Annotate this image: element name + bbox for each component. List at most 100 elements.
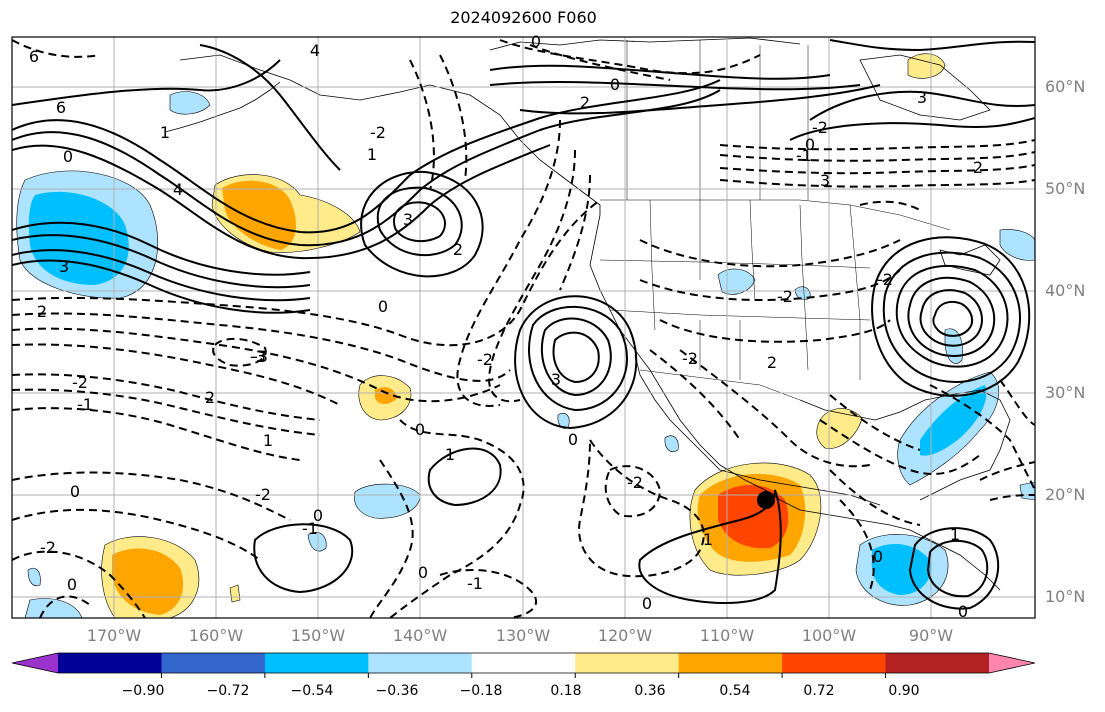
negative-contour <box>979 461 1035 481</box>
positive-contour <box>528 305 629 412</box>
positive-anomaly-region <box>907 53 946 79</box>
positive-contour <box>540 317 612 397</box>
colorbar <box>11 652 1036 678</box>
colorbar-bin <box>161 653 266 673</box>
contour-label: -2 <box>255 485 271 504</box>
negative-anomaly-region <box>999 229 1035 261</box>
contour-label: 1 <box>445 445 455 464</box>
negative-contour <box>719 151 1035 162</box>
contour-label: 2 <box>580 93 590 112</box>
colorbar-outline <box>11 652 1036 674</box>
contour-label: -2 <box>777 287 793 306</box>
contour-label: 3 <box>820 171 830 190</box>
positive-contour <box>789 117 1035 141</box>
contour-label: 0 <box>642 594 652 613</box>
negative-contour <box>12 199 601 347</box>
positive-contour <box>871 236 1031 397</box>
colorbar-bin <box>58 653 162 673</box>
positive-contour <box>926 539 989 598</box>
positive-contour <box>12 249 311 302</box>
negative-contour <box>389 419 525 618</box>
positive-contour <box>12 79 721 234</box>
contour-label: -2 <box>40 538 56 557</box>
positive-anomaly-region <box>222 180 296 250</box>
contour-label: 0 <box>415 420 425 439</box>
negative-contour <box>439 569 538 618</box>
positive-contour <box>638 489 782 604</box>
state-line <box>599 259 871 269</box>
positive-contour <box>519 84 881 115</box>
positive-anomaly-region <box>816 408 863 449</box>
negative-contour <box>12 550 146 618</box>
contour-label: 0 <box>378 297 388 316</box>
lon-label: 90°W <box>908 626 954 645</box>
negative-contour <box>499 39 761 75</box>
hudson-bay <box>859 54 991 121</box>
negative-contour <box>999 379 1035 426</box>
map-title: 2024092600 F060 <box>450 8 597 27</box>
negative-anomaly-region <box>28 191 129 285</box>
lon-label: 140°W <box>392 626 448 645</box>
negative-contour <box>212 337 267 367</box>
contour-label: -2 <box>72 373 88 392</box>
positive-contour <box>489 80 861 91</box>
state-line <box>649 199 656 331</box>
contour-label: -3 <box>250 347 266 366</box>
negative-contour <box>639 269 901 301</box>
colorbar-tick-label: −0.54 <box>290 683 334 699</box>
positive-contour <box>199 44 341 171</box>
contour-label: -2 <box>477 350 493 369</box>
colorbar-bin <box>678 653 783 673</box>
contour-label: 2 <box>205 388 215 407</box>
contour-label: -2 <box>682 349 698 368</box>
lat-label: 30°N <box>1045 383 1086 402</box>
negative-anomaly-region <box>307 531 327 552</box>
lon-label: 110°W <box>699 626 755 645</box>
contour-label: 0 <box>568 430 578 449</box>
negative-contour <box>12 508 261 561</box>
contour-label: -2 <box>812 118 828 137</box>
colorbar-bin <box>264 653 369 673</box>
positive-contour <box>932 300 974 337</box>
contour-label: 1 <box>703 530 713 549</box>
positive-contour <box>12 144 551 260</box>
contour-label: 0 <box>958 602 968 621</box>
negative-contour <box>12 327 501 403</box>
colorbar-tick-label: 0.90 <box>888 683 920 699</box>
negative-contour <box>12 343 341 406</box>
state-line <box>609 309 871 321</box>
contour-label: 4 <box>173 180 183 199</box>
contour-label: -1 <box>796 146 812 165</box>
positive-contour <box>12 59 281 106</box>
negative-contour <box>929 384 1035 491</box>
west-coast <box>589 214 1001 591</box>
colorbar-tick-label: −0.18 <box>459 683 503 699</box>
positive-anomaly-region <box>229 584 241 603</box>
lat-label: 10°N <box>1045 587 1086 606</box>
colorbar-tick-label: −0.72 <box>206 683 250 699</box>
negative-contour <box>12 312 511 382</box>
dashed-contours <box>12 39 1035 618</box>
negative-contour <box>409 59 435 191</box>
colorbar-bin <box>575 653 680 673</box>
negative-anomaly-region <box>664 435 679 452</box>
positive-contour <box>376 186 463 257</box>
negative-contour <box>829 469 921 526</box>
positive-contour <box>919 289 983 347</box>
graticule <box>12 37 1035 618</box>
lon-label: 160°W <box>188 626 244 645</box>
shaded-fields <box>16 53 1035 618</box>
negative-contour <box>12 373 321 421</box>
negative-contour <box>488 149 576 403</box>
map-frame <box>11 36 1036 619</box>
negative-contour <box>639 239 901 268</box>
negative-anomaly-region <box>920 385 987 456</box>
negative-contour <box>439 54 468 181</box>
contour-label: -2 <box>877 270 893 289</box>
contour-labels: 6 6 4 0 1 2 3 2 0 0 2 3 -2 1 0 4 3 3 -3 … <box>29 32 983 621</box>
positive-anomaly-region <box>375 387 397 404</box>
contour-label: 0 <box>67 575 77 594</box>
negative-contour <box>989 494 1035 501</box>
negative-contour <box>719 164 1035 175</box>
